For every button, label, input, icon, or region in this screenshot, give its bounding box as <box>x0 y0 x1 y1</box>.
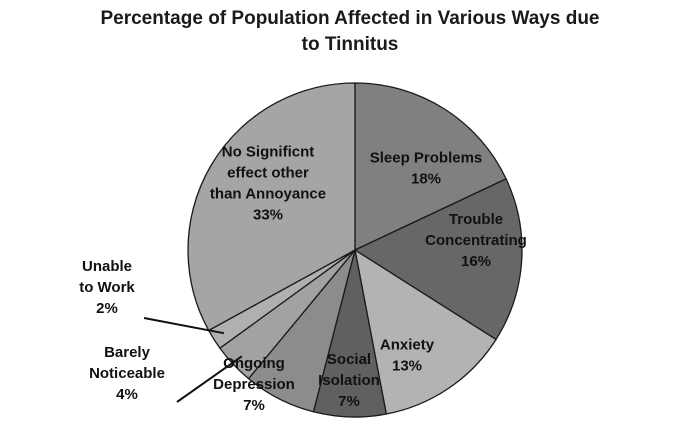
slice-label-5: Barely Noticeable 4% <box>89 344 165 403</box>
chart-title-line-1: Percentage of Population Affected in Var… <box>100 8 600 29</box>
leader-line-6 <box>143 317 225 335</box>
slice-label-3: Social Isolation 7% <box>318 351 380 410</box>
slice-label-0: Sleep Problems 18% <box>370 150 483 188</box>
slice-label-1-line-1: Concentrating <box>425 232 527 249</box>
slice-label-1-line-0: Trouble <box>449 211 503 228</box>
slice-label-3-line-0: Social <box>327 351 371 368</box>
slice-label-3-line-1: Isolation <box>318 372 380 389</box>
slice-label-5-line-1: Noticeable <box>89 365 165 382</box>
slice-label-1: Trouble Concentrating 16% <box>425 211 527 270</box>
slice-label-7: No Significnt effect other than Annoyance 3… <box>210 144 326 224</box>
slice-label-6-line-0: Unable <box>82 258 132 275</box>
slice-label-7-line-3: 33% <box>253 207 283 224</box>
chart-title-line-2: to Tinnitus <box>301 34 399 55</box>
slice-label-1-line-2: 16% <box>461 253 491 270</box>
pie-slice-0 <box>354 82 507 252</box>
leader-line-5 <box>176 355 243 403</box>
slice-label-4: Ongoing Depression 7% <box>213 355 295 414</box>
slice-label-2: Anxiety 13% <box>380 337 435 375</box>
chart-title: Percentage of Population Affected in Var… <box>0 6 700 58</box>
slice-label-0-line-0: Sleep Problems <box>370 150 483 167</box>
slice-label-5-line-0: Barely <box>104 344 151 361</box>
slice-label-0-line-1: 18% <box>411 171 441 188</box>
slice-label-2-line-0: Anxiety <box>380 337 435 354</box>
slice-label-7-line-2: than Annoyance <box>210 186 326 203</box>
pie-slice-7 <box>187 82 356 332</box>
pie-slice-1 <box>353 178 523 341</box>
slice-label-4-line-1: Depression <box>213 376 295 393</box>
slice-label-7-line-0: No Significnt <box>222 144 315 161</box>
slice-label-3-line-2: 7% <box>338 393 360 410</box>
slice-label-2-line-1: 13% <box>392 358 422 375</box>
slice-label-4-line-2: 7% <box>243 397 265 414</box>
slice-label-7-line-1: effect other <box>227 165 309 182</box>
slice-label-6-line-1: to Work <box>79 279 135 296</box>
slice-label-5-line-2: 4% <box>116 386 138 403</box>
pie-slice-2 <box>354 248 497 415</box>
slice-label-6: Unable to Work 2% <box>79 258 135 317</box>
slice-label-6-line-2: 2% <box>96 300 118 317</box>
